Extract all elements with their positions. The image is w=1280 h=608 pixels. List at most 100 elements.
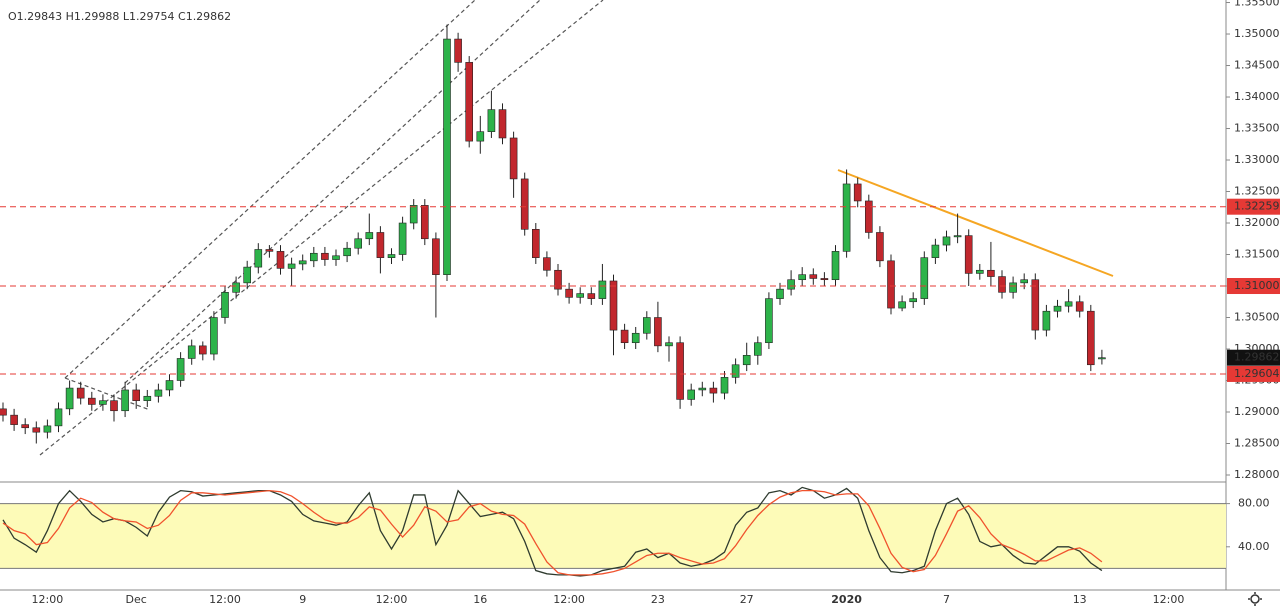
- candle-body: [232, 282, 240, 293]
- candle-body: [409, 205, 418, 224]
- candle-body: [731, 364, 740, 378]
- candle-body: [709, 387, 718, 394]
- y-tick-label: 1.34500: [1234, 59, 1280, 72]
- candle-body: [76, 387, 85, 399]
- candle-body: [432, 238, 440, 275]
- candle-body: [32, 427, 41, 433]
- candle-body: [21, 424, 30, 429]
- ohlc-legend: O1.29843 H1.29988 L1.29754 C1.29862: [8, 10, 231, 23]
- x-tick-label: 7: [943, 593, 950, 606]
- settings-icon[interactable]: [1248, 592, 1262, 606]
- candle-body: [298, 260, 307, 265]
- y-tick-label: 1.33000: [1234, 153, 1280, 166]
- candle-body: [909, 298, 918, 303]
- candle-body: [687, 389, 696, 400]
- candle-body: [1075, 301, 1084, 312]
- candle-body: [276, 251, 285, 269]
- x-tick-label: 12:00: [553, 593, 585, 606]
- candle-body: [998, 276, 1006, 293]
- candle-body: [1031, 279, 1040, 331]
- channel-line: [64, 377, 151, 411]
- candle-body: [354, 238, 363, 249]
- x-tick-label: 12:00: [1153, 593, 1185, 606]
- candle-body: [987, 269, 995, 277]
- x-tick-label: 27: [740, 593, 754, 606]
- candle-body: [187, 345, 196, 359]
- candle-body: [10, 414, 18, 425]
- candle-body: [376, 232, 385, 258]
- candle-body: [387, 254, 396, 258]
- candle-body: [887, 260, 895, 309]
- candle-body: [1098, 357, 1106, 360]
- x-tick-label: 12:00: [209, 593, 241, 606]
- level-label-box: [1227, 278, 1280, 295]
- y-tick-label: 1.31500: [1234, 248, 1280, 261]
- x-tick-label: 23: [651, 593, 665, 606]
- candle-body: [531, 229, 540, 258]
- candle-body: [620, 329, 629, 344]
- x-tick-label: 2020: [831, 593, 862, 606]
- candle-body: [565, 288, 573, 298]
- candle-body: [365, 232, 374, 240]
- y-tick-label: 1.35000: [1234, 27, 1280, 40]
- candle-body: [920, 257, 929, 299]
- level-label: 1.32259: [1234, 200, 1280, 213]
- candle-body: [143, 395, 152, 401]
- candle-body: [1042, 310, 1051, 331]
- candle-body: [853, 183, 862, 202]
- candle-body: [554, 269, 562, 290]
- x-tick-label: 12:00: [32, 593, 64, 606]
- candle-body: [842, 183, 851, 252]
- level-label: 1.29604: [1234, 367, 1280, 380]
- candle-body: [1064, 301, 1073, 307]
- candle-body: [321, 252, 329, 260]
- y-tick-label: 1.35500: [1234, 0, 1280, 9]
- candle-body: [265, 249, 274, 252]
- candle-body: [43, 425, 52, 433]
- candle-body: [898, 301, 906, 309]
- candle-body: [598, 280, 607, 299]
- candle-body: [631, 332, 640, 344]
- candle-body: [787, 279, 795, 290]
- y-tick-label: 1.28000: [1234, 468, 1280, 481]
- candle-body: [665, 342, 673, 347]
- candle-body: [443, 38, 451, 275]
- candle-body: [88, 397, 96, 405]
- candle-body: [309, 252, 318, 262]
- y-tick-label: 1.32500: [1234, 185, 1280, 198]
- candle-body: [476, 131, 485, 142]
- level-label-box: [1227, 198, 1280, 215]
- candle-body: [509, 137, 518, 180]
- candle-body: [543, 257, 551, 271]
- stoch-band: [0, 503, 1226, 569]
- candle-body: [199, 345, 207, 355]
- candle-body: [931, 244, 940, 258]
- candle-body: [1020, 279, 1029, 284]
- y-tick-label: 1.34000: [1234, 90, 1280, 103]
- candle-body: [176, 358, 185, 381]
- candle-body: [210, 317, 218, 355]
- level-label: 1.31000: [1234, 279, 1280, 292]
- candle-body: [165, 380, 174, 391]
- candle-body: [254, 249, 263, 268]
- candle-body: [587, 293, 596, 299]
- candle-body: [831, 251, 840, 281]
- candle-body: [942, 236, 951, 246]
- candle-body: [398, 222, 407, 255]
- candle-body: [132, 389, 140, 401]
- candle-body: [287, 263, 296, 269]
- candle-body: [520, 178, 529, 230]
- candle-body: [454, 38, 462, 63]
- trend-line: [837, 169, 1114, 277]
- stoch-line: [2, 489, 1103, 576]
- candle-body: [609, 280, 618, 331]
- y-tick-label: 1.29000: [1234, 405, 1280, 418]
- y-tick-label: 1.30500: [1234, 311, 1280, 324]
- candle-body: [1087, 310, 1095, 366]
- candle-body: [121, 389, 129, 412]
- candle-body: [332, 255, 340, 260]
- candle-body: [765, 298, 773, 344]
- last-price-label: 1.29862: [1234, 351, 1280, 364]
- candle-body: [676, 342, 684, 400]
